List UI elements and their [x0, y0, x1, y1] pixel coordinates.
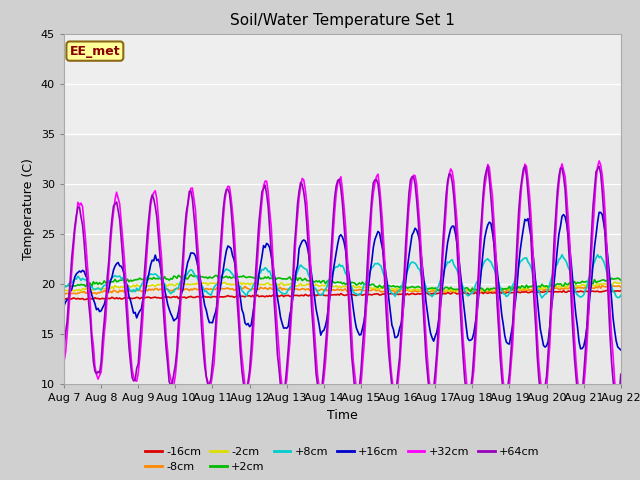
+32cm: [408, 177, 416, 182]
-8cm: [61, 291, 69, 297]
+32cm: [396, 364, 403, 370]
-16cm: [60, 296, 68, 301]
+16cm: [377, 239, 385, 245]
+64cm: [60, 346, 68, 351]
Bar: [64, 34, 621, 134]
Line: -8cm: -8cm: [64, 286, 621, 294]
-2cm: [397, 287, 405, 293]
-16cm: [165, 294, 173, 300]
-8cm: [617, 284, 625, 290]
+8cm: [396, 287, 403, 293]
+32cm: [76, 203, 83, 208]
Legend: -16cm, -8cm, -2cm, +2cm, +8cm, +16cm, +32cm, +64cm: -16cm, -8cm, -2cm, +2cm, +8cm, +16cm, +3…: [141, 442, 544, 477]
+8cm: [538, 295, 546, 301]
+8cm: [408, 259, 416, 265]
-16cm: [603, 288, 611, 293]
-8cm: [77, 289, 85, 295]
+16cm: [549, 294, 557, 300]
+8cm: [617, 292, 625, 298]
-16cm: [410, 291, 417, 297]
-2cm: [410, 287, 417, 292]
+2cm: [76, 282, 83, 288]
-2cm: [60, 289, 68, 295]
+2cm: [164, 276, 172, 282]
+16cm: [617, 347, 625, 353]
-16cm: [76, 296, 83, 302]
+2cm: [617, 277, 625, 283]
-2cm: [379, 284, 387, 290]
Line: +32cm: +32cm: [64, 161, 621, 399]
+8cm: [164, 287, 172, 292]
+2cm: [379, 285, 387, 291]
-8cm: [397, 287, 405, 293]
+32cm: [550, 256, 558, 262]
-16cm: [80, 297, 88, 302]
Title: Soil/Water Temperature Set 1: Soil/Water Temperature Set 1: [230, 13, 455, 28]
+16cm: [408, 232, 416, 238]
-2cm: [164, 283, 172, 289]
Text: EE_met: EE_met: [70, 45, 120, 58]
-2cm: [454, 289, 462, 295]
+16cm: [76, 268, 83, 274]
-8cm: [608, 283, 616, 288]
-8cm: [60, 290, 68, 296]
-8cm: [165, 288, 173, 294]
+2cm: [187, 272, 195, 277]
-8cm: [550, 285, 558, 291]
-8cm: [379, 288, 387, 294]
+32cm: [595, 158, 603, 164]
+16cm: [60, 303, 68, 309]
+64cm: [76, 204, 83, 210]
+32cm: [617, 384, 625, 390]
+64cm: [377, 217, 385, 223]
+32cm: [60, 359, 68, 365]
Y-axis label: Temperature (C): Temperature (C): [22, 158, 35, 260]
-16cm: [397, 291, 405, 297]
+64cm: [612, 405, 620, 410]
+2cm: [552, 282, 559, 288]
Line: -16cm: -16cm: [64, 290, 621, 300]
+2cm: [410, 284, 417, 290]
X-axis label: Time: Time: [327, 408, 358, 421]
+8cm: [550, 267, 558, 273]
Line: +64cm: +64cm: [64, 166, 621, 408]
+64cm: [396, 354, 403, 360]
+8cm: [377, 263, 385, 269]
+8cm: [60, 283, 68, 289]
-2cm: [76, 287, 83, 292]
+32cm: [540, 396, 547, 402]
+2cm: [467, 288, 475, 294]
-8cm: [410, 289, 417, 295]
+16cm: [595, 209, 603, 215]
+2cm: [60, 282, 68, 288]
-16cm: [379, 291, 387, 297]
+64cm: [408, 174, 416, 180]
+8cm: [76, 275, 83, 281]
-16cm: [617, 288, 625, 293]
+16cm: [164, 301, 172, 307]
+32cm: [377, 201, 385, 206]
+8cm: [558, 252, 566, 258]
+16cm: [396, 325, 403, 331]
Line: -2cm: -2cm: [64, 282, 621, 292]
+32cm: [164, 348, 172, 354]
+64cm: [521, 163, 529, 169]
-16cm: [550, 289, 558, 295]
-2cm: [617, 280, 625, 286]
Line: +8cm: +8cm: [64, 255, 621, 298]
+64cm: [617, 372, 625, 377]
Line: +16cm: +16cm: [64, 212, 621, 350]
-2cm: [552, 283, 559, 288]
Line: +2cm: +2cm: [64, 275, 621, 291]
+2cm: [397, 283, 405, 289]
+64cm: [164, 361, 172, 367]
-2cm: [215, 279, 223, 285]
+64cm: [550, 234, 558, 240]
